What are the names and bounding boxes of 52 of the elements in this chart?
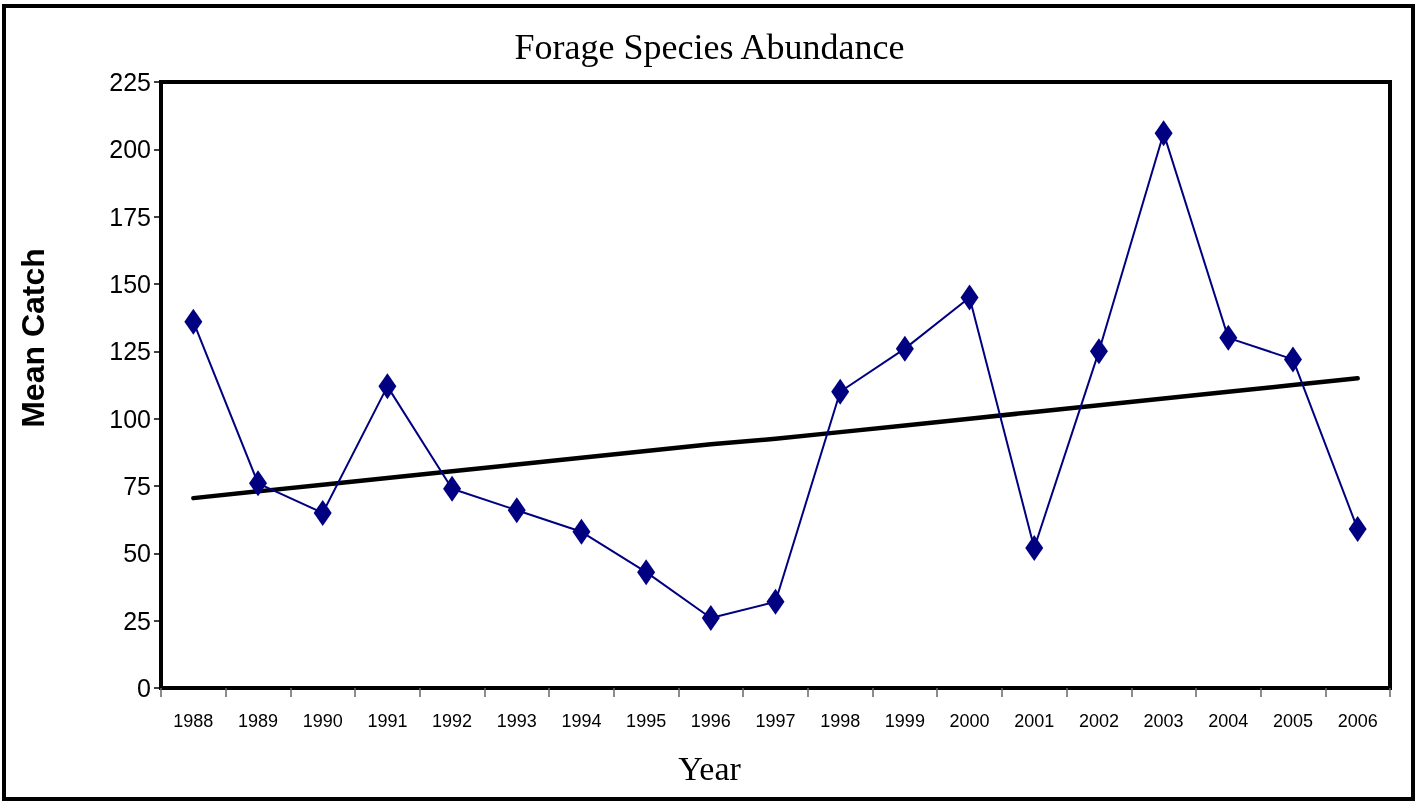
y-tick-label: 100 xyxy=(109,404,151,433)
point xyxy=(1089,338,1108,365)
y-axis-title: Mean Catch xyxy=(15,248,51,428)
x-tick-label: 1992 xyxy=(432,711,473,731)
x-tick-label: 1990 xyxy=(302,711,343,731)
point xyxy=(1348,516,1367,543)
point xyxy=(766,588,785,615)
point xyxy=(313,499,332,526)
x-tick-label: 1995 xyxy=(626,711,667,731)
x-tick-label: 1989 xyxy=(238,711,279,731)
point xyxy=(572,518,591,545)
y-tick-label: 150 xyxy=(109,270,151,298)
point xyxy=(378,373,397,400)
point xyxy=(1154,120,1173,147)
y-tick-label: 225 xyxy=(109,68,151,96)
point xyxy=(831,378,850,405)
y-tick-label: 25 xyxy=(123,606,151,635)
point xyxy=(443,475,462,502)
y-tick-label: 200 xyxy=(109,135,151,164)
x-tick-label: 2000 xyxy=(949,711,990,731)
x-tick-label: 1991 xyxy=(367,711,408,731)
y-tick-label: 50 xyxy=(123,539,151,568)
x-tick-label: 1999 xyxy=(884,711,925,731)
point xyxy=(249,470,268,497)
x-tick-label: 2001 xyxy=(1014,711,1055,731)
x-tick-label: 1998 xyxy=(820,711,861,731)
y-tick-label: 125 xyxy=(109,337,151,366)
x-tick-label: 1996 xyxy=(690,711,731,731)
point xyxy=(895,335,914,362)
x-tick-label: 2002 xyxy=(1078,711,1119,731)
y-tick-label: 0 xyxy=(137,674,151,702)
y-tick-label: 75 xyxy=(123,472,151,500)
point xyxy=(1025,534,1044,561)
x-tick-label: 2006 xyxy=(1337,711,1378,731)
point xyxy=(1283,346,1302,373)
line-series xyxy=(191,376,1360,501)
point xyxy=(184,308,203,335)
point xyxy=(507,497,526,524)
x-tick-label: 2004 xyxy=(1208,711,1249,731)
y-tick-label: 175 xyxy=(109,202,151,231)
x-axis-title: Year xyxy=(678,749,742,787)
point xyxy=(701,604,720,631)
x-tick-label: 1988 xyxy=(173,711,214,731)
x-tick-label: 1994 xyxy=(561,711,602,731)
point xyxy=(637,559,656,586)
x-tick-label: 1997 xyxy=(755,711,796,731)
point xyxy=(960,284,979,311)
x-tick-label: 1993 xyxy=(496,711,537,731)
x-tick-label: 2003 xyxy=(1143,711,1184,731)
chart-title: Forage Species Abundance xyxy=(514,27,905,67)
point xyxy=(1219,324,1238,351)
x-tick-label: 2005 xyxy=(1272,711,1313,731)
